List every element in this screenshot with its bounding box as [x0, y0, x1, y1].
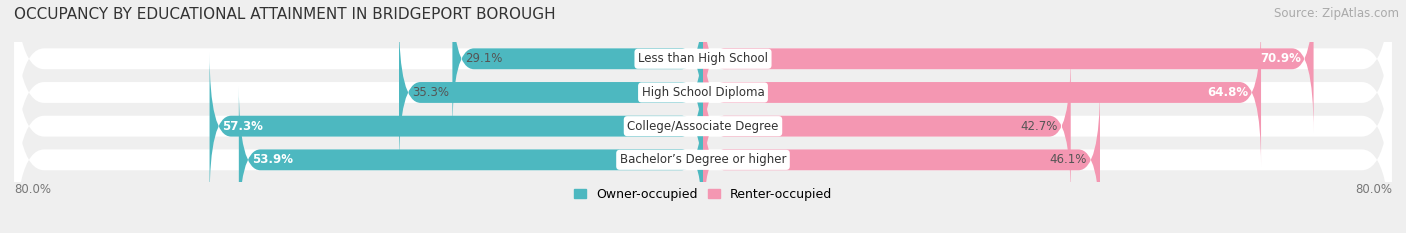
Text: Source: ZipAtlas.com: Source: ZipAtlas.com [1274, 7, 1399, 20]
Text: 80.0%: 80.0% [14, 183, 51, 196]
FancyBboxPatch shape [14, 19, 1392, 233]
Text: Bachelor’s Degree or higher: Bachelor’s Degree or higher [620, 153, 786, 166]
Text: High School Diploma: High School Diploma [641, 86, 765, 99]
FancyBboxPatch shape [14, 52, 1392, 233]
FancyBboxPatch shape [239, 86, 703, 233]
Text: 46.1%: 46.1% [1050, 153, 1087, 166]
Text: 64.8%: 64.8% [1206, 86, 1249, 99]
Text: 57.3%: 57.3% [222, 120, 263, 133]
Text: 42.7%: 42.7% [1021, 120, 1057, 133]
FancyBboxPatch shape [703, 52, 1071, 200]
Text: College/Associate Degree: College/Associate Degree [627, 120, 779, 133]
FancyBboxPatch shape [703, 0, 1313, 133]
Legend: Owner-occupied, Renter-occupied: Owner-occupied, Renter-occupied [574, 188, 832, 201]
FancyBboxPatch shape [399, 19, 703, 166]
Text: Less than High School: Less than High School [638, 52, 768, 65]
FancyBboxPatch shape [453, 0, 703, 133]
FancyBboxPatch shape [14, 0, 1392, 166]
FancyBboxPatch shape [703, 19, 1261, 166]
FancyBboxPatch shape [209, 52, 703, 200]
FancyBboxPatch shape [703, 86, 1099, 233]
Text: 70.9%: 70.9% [1260, 52, 1301, 65]
Text: 29.1%: 29.1% [465, 52, 503, 65]
FancyBboxPatch shape [14, 0, 1392, 200]
Text: 35.3%: 35.3% [412, 86, 449, 99]
Text: OCCUPANCY BY EDUCATIONAL ATTAINMENT IN BRIDGEPORT BOROUGH: OCCUPANCY BY EDUCATIONAL ATTAINMENT IN B… [14, 7, 555, 22]
Text: 80.0%: 80.0% [1355, 183, 1392, 196]
Text: 53.9%: 53.9% [252, 153, 292, 166]
